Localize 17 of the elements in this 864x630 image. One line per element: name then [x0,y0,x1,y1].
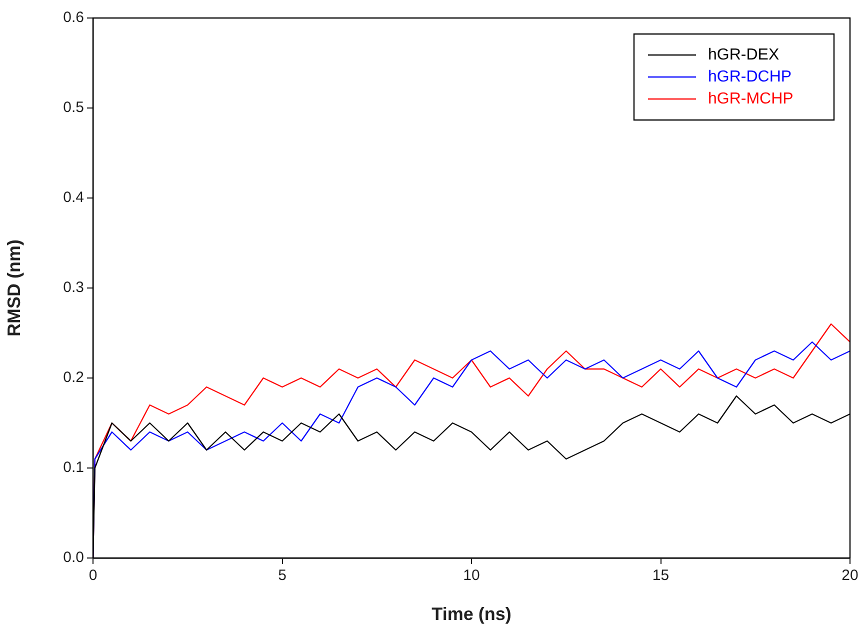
y-tick-label: 0.0 [63,549,84,566]
x-tick-label: 0 [88,567,98,584]
x-tick-label: 20 [842,567,858,584]
y-tick-label: 0.1 [63,459,84,476]
y-axis-title: RMSD (nm) [4,240,24,336]
y-tick-label: 0.4 [63,189,84,206]
x-tick-label: 15 [652,567,670,584]
legend-label: hGR-DEX [708,46,780,64]
x-axis-title: Time (ns) [432,604,512,624]
y-tick-label: 0.6 [63,9,84,26]
legend-label: hGR-DCHP [708,68,792,86]
x-tick-label: 10 [463,567,480,584]
x-tick-label: 5 [278,567,286,584]
y-tick-label: 0.3 [63,279,84,296]
y-tick-label: 0.5 [63,99,84,116]
y-tick-label: 0.2 [63,369,84,386]
legend-label: hGR-MCHP [708,90,794,108]
